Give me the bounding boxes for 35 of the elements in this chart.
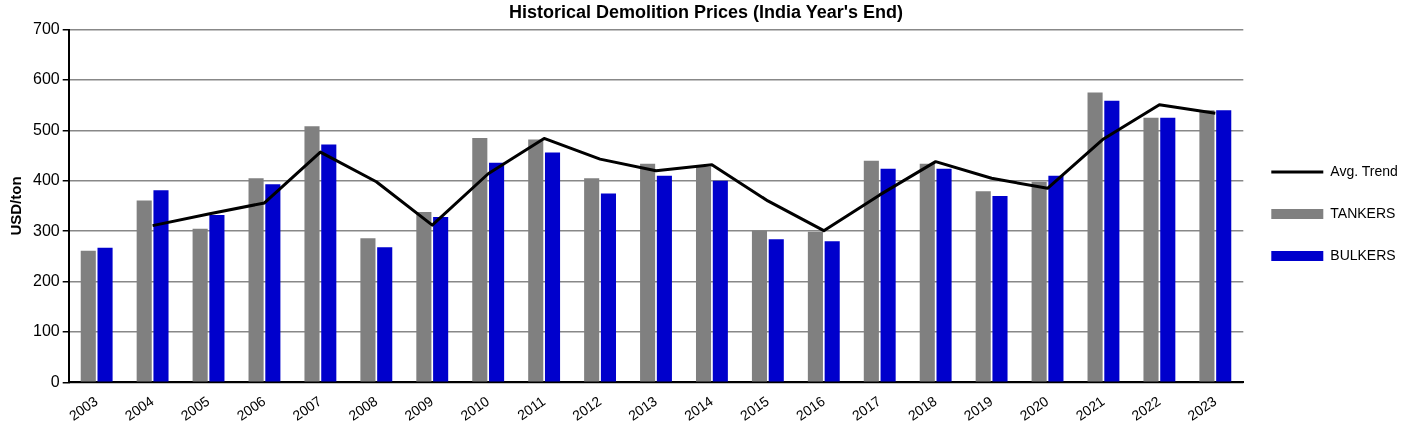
bar xyxy=(1104,100,1120,382)
bar xyxy=(489,162,505,382)
y-tick-label: 100 xyxy=(32,322,60,340)
bar xyxy=(433,217,449,382)
bar xyxy=(97,247,113,382)
y-axis-title: USD/ton xyxy=(7,176,25,236)
bar xyxy=(992,195,1008,382)
bar xyxy=(1216,110,1232,382)
bar xyxy=(1160,117,1176,382)
chart-title: Historical Demolition Prices (India Year's End) xyxy=(508,1,904,22)
bar xyxy=(600,193,616,382)
legend-label: BULKERS xyxy=(1330,246,1396,263)
bar xyxy=(936,168,952,382)
y-tick-label: 600 xyxy=(32,70,60,88)
bar xyxy=(880,168,896,382)
bar xyxy=(377,247,393,382)
bar xyxy=(321,144,337,382)
y-tick-label: 0 xyxy=(50,372,60,390)
y-tick-label: 300 xyxy=(32,221,60,239)
legend-label: TANKERS xyxy=(1330,204,1396,221)
bar xyxy=(209,215,225,382)
y-tick-label: 700 xyxy=(32,20,60,38)
legend-label: Avg. Trend xyxy=(1330,162,1398,179)
y-tick-label: 500 xyxy=(32,120,60,138)
bar xyxy=(153,190,169,382)
bar xyxy=(656,175,672,382)
bar xyxy=(712,180,728,382)
x-tick-label: 2011 xyxy=(514,392,549,424)
bar xyxy=(768,239,784,382)
y-tick-label: 200 xyxy=(32,271,60,289)
bar xyxy=(544,152,561,382)
bar xyxy=(265,184,281,382)
y-tick-label: 400 xyxy=(32,171,60,189)
bar xyxy=(824,241,840,382)
bar xyxy=(1048,175,1064,382)
